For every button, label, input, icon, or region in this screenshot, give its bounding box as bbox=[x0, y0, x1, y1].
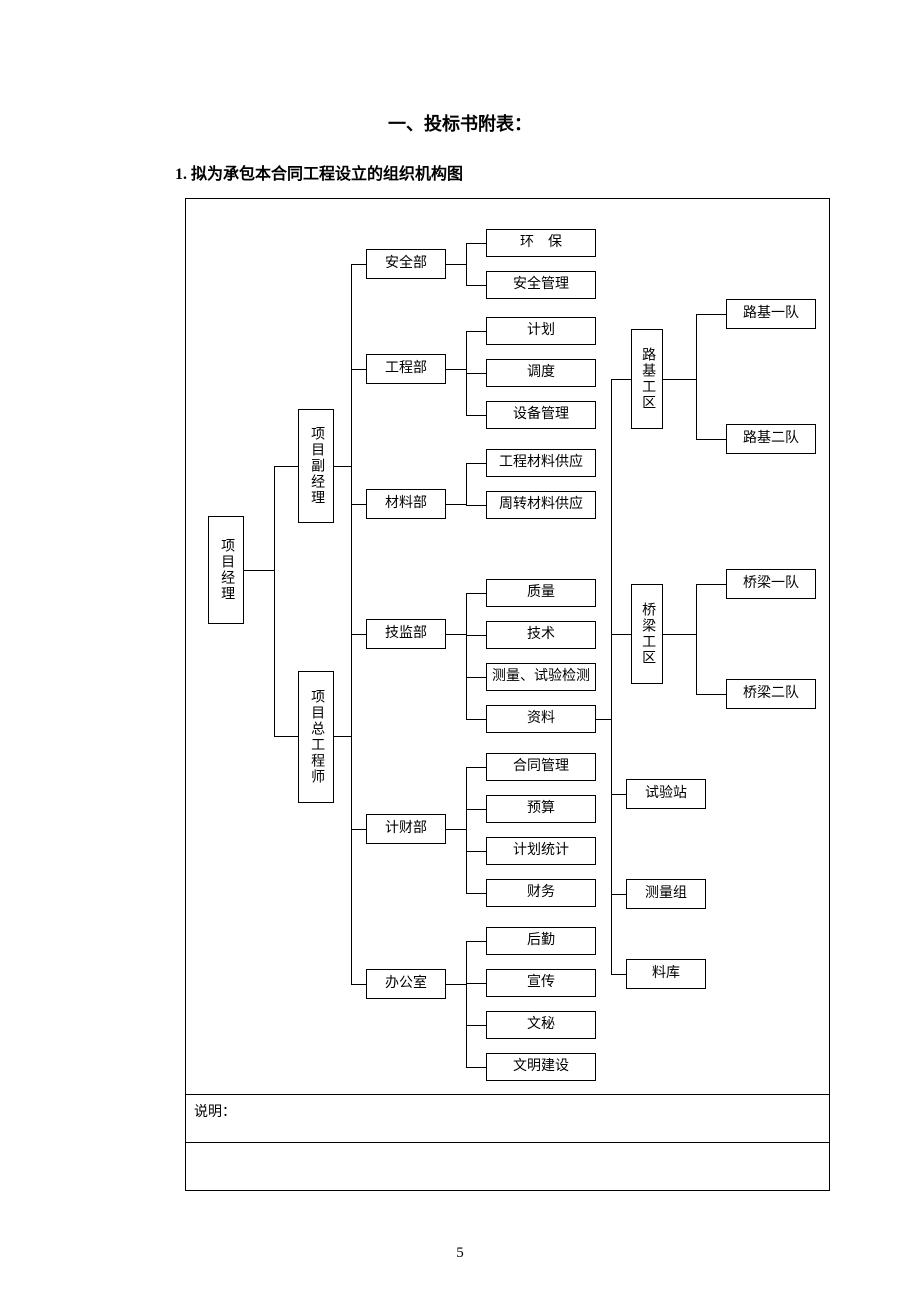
node-dpm: 项目副经理 bbox=[298, 409, 334, 523]
node-matstore: 料库 bbox=[626, 959, 706, 989]
node-env: 环 保 bbox=[486, 229, 596, 257]
node-techsub: 技术 bbox=[486, 621, 596, 649]
node-measure: 测量、试验检测 bbox=[486, 663, 596, 691]
node-doc: 资料 bbox=[486, 705, 596, 733]
node-roadteam1: 路基一队 bbox=[726, 299, 816, 329]
node-eng: 项目总工程师 bbox=[298, 671, 334, 803]
node-civil: 文明建设 bbox=[486, 1053, 596, 1081]
page-title: 一、投标书附表： bbox=[0, 110, 920, 136]
node-contract: 合同管理 bbox=[486, 753, 596, 781]
node-bridgeteam1: 桥梁一队 bbox=[726, 569, 816, 599]
node-tech: 技监部 bbox=[366, 619, 446, 649]
node-safemgr: 安全管理 bbox=[486, 271, 596, 299]
node-turnmat: 周转材料供应 bbox=[486, 491, 596, 519]
node-finsub: 财务 bbox=[486, 879, 596, 907]
node-finance: 计财部 bbox=[366, 814, 446, 844]
node-safety: 安全部 bbox=[366, 249, 446, 279]
node-dispatch: 调度 bbox=[486, 359, 596, 387]
node-material: 材料部 bbox=[366, 489, 446, 519]
node-plan: 计划 bbox=[486, 317, 596, 345]
node-roadzone: 路基工区 bbox=[631, 329, 663, 429]
node-quality: 质量 bbox=[486, 579, 596, 607]
note-blank bbox=[186, 1142, 829, 1190]
node-roadteam2: 路基二队 bbox=[726, 424, 816, 454]
node-pm: 项目经理 bbox=[208, 516, 244, 624]
node-equip: 设备管理 bbox=[486, 401, 596, 429]
node-planstat: 计划统计 bbox=[486, 837, 596, 865]
org-chart: 说明： 项目经理 项目副经理项目总工程师 安全部工程部材料部技监部计财部办公室 环 保… bbox=[185, 198, 830, 1191]
page-number: 5 bbox=[0, 1245, 920, 1262]
node-teststation: 试验站 bbox=[626, 779, 706, 809]
node-bridgeteam2: 桥梁二队 bbox=[726, 679, 816, 709]
node-bridgezone: 桥梁工区 bbox=[631, 584, 663, 684]
node-secretary: 文秘 bbox=[486, 1011, 596, 1039]
node-engdept: 工程部 bbox=[366, 354, 446, 384]
node-publicity: 宣传 bbox=[486, 969, 596, 997]
node-budget: 预算 bbox=[486, 795, 596, 823]
node-office: 办公室 bbox=[366, 969, 446, 999]
section-title: 1. 拟为承包本合同工程设立的组织机构图 bbox=[175, 160, 463, 184]
node-logistics: 后勤 bbox=[486, 927, 596, 955]
note-label: 说明： bbox=[186, 1094, 829, 1142]
node-engmat: 工程材料供应 bbox=[486, 449, 596, 477]
node-measuregrp: 测量组 bbox=[626, 879, 706, 909]
